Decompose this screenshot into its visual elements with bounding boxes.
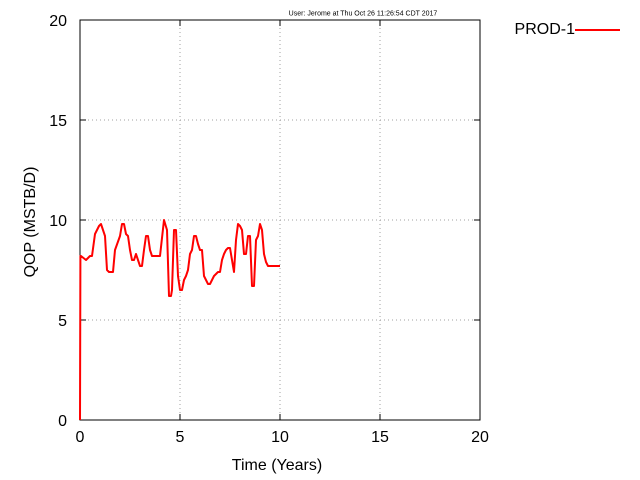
x-tick-label: 10 xyxy=(271,429,289,446)
y-tick-label: 10 xyxy=(49,213,67,230)
x-axis-label: Time (Years) xyxy=(232,457,322,474)
x-tick-label: 5 xyxy=(176,429,185,446)
x-tick-label: 15 xyxy=(371,429,389,446)
series-lines xyxy=(79,219,280,421)
legend-label-prod-1: PROD-1 xyxy=(515,21,576,38)
y-tick-label: 20 xyxy=(49,13,67,30)
y-tick-label: 15 xyxy=(49,113,67,130)
y-axis-label: QOP (MSTB/D) xyxy=(22,167,39,278)
legend: PROD-1 xyxy=(515,21,620,38)
axis-ticks: 0 5 10 15 20 0 5 10 15 20 xyxy=(49,13,489,446)
x-tick-label: 20 xyxy=(471,429,489,446)
x-tick-label: 0 xyxy=(76,429,85,446)
series-line-prod-1 xyxy=(79,219,280,421)
timestamp-stamp: User: Jerome at Thu Oct 26 11:26:54 CDT … xyxy=(289,11,438,18)
y-tick-label: 0 xyxy=(58,413,67,430)
y-tick-label: 5 xyxy=(58,313,67,330)
gridlines xyxy=(80,20,480,420)
